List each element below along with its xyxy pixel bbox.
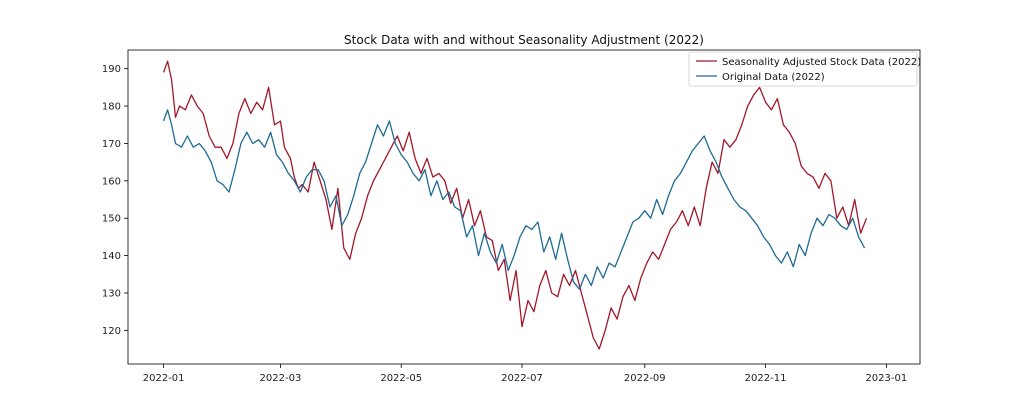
y-tick-label: 120 — [102, 326, 121, 337]
y-tick-label: 180 — [102, 102, 121, 113]
x-tick-label: 2022-11 — [745, 373, 787, 384]
x-axis: 2022-01 2022-03 2022-05 2022-07 2022-09 2022-… — [143, 364, 907, 384]
y-tick-label: 140 — [102, 251, 121, 262]
chart-title: Stock Data with and without Seasonality … — [344, 33, 704, 47]
x-tick-label: 2022-03 — [260, 373, 302, 384]
y-tick-label: 150 — [102, 214, 121, 225]
legend-label-adjusted: Seasonality Adjusted Stock Data (2022) — [722, 57, 921, 68]
x-tick-label: 2022-07 — [501, 373, 543, 384]
series-layer — [162, 60, 868, 350]
series-line-original — [162, 109, 866, 290]
y-tick-label: 130 — [102, 288, 121, 299]
x-tick-label: 2022-09 — [624, 373, 666, 384]
legend-label-original: Original Data (2022) — [722, 72, 825, 83]
x-tick-label: 2022-01 — [143, 373, 185, 384]
y-tick-label: 170 — [102, 139, 121, 150]
y-tick-label: 190 — [102, 64, 121, 75]
y-tick-label: 160 — [102, 176, 121, 187]
x-tick-label: 2023-01 — [865, 373, 907, 384]
x-tick-label: 2022-05 — [380, 373, 422, 384]
legend: Seasonality Adjusted Stock Data (2022) O… — [688, 51, 921, 87]
y-axis: 120 130 140 150 160 170 180 190 — [102, 64, 128, 337]
series-line-adjusted — [162, 60, 868, 350]
plot-area — [127, 49, 921, 365]
legend-box — [688, 51, 918, 87]
